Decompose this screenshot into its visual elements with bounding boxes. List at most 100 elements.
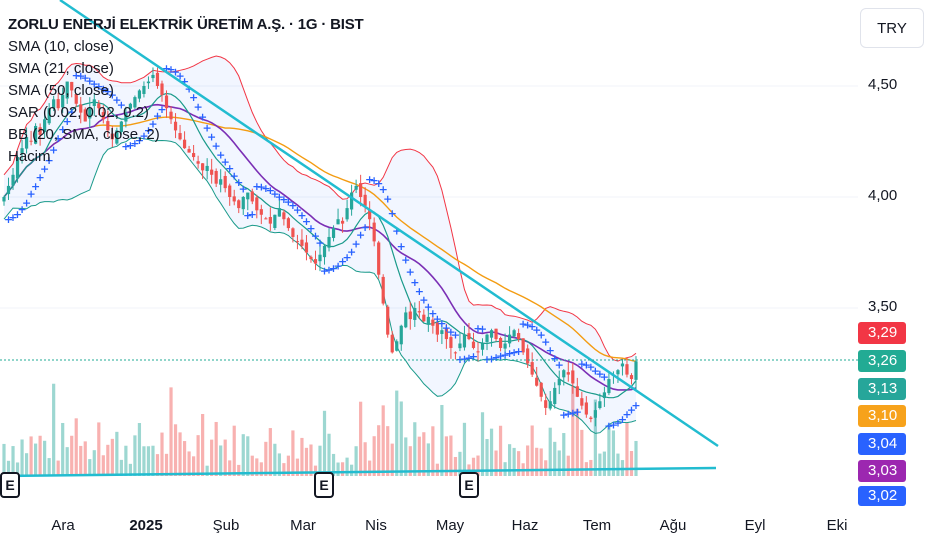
sar-marker: + (239, 182, 248, 195)
candle-body (368, 209, 372, 220)
price-tag-sma50: 3,10 (858, 405, 906, 427)
candle-body (106, 121, 110, 131)
sar-marker: + (17, 203, 26, 216)
volume-bar (2, 443, 6, 476)
legend-bb[interactable]: BB (20, SMA, close, 2) (8, 126, 160, 143)
candle-body (142, 86, 146, 94)
candle-body (350, 192, 354, 210)
candle-body (413, 308, 417, 320)
candle-body (566, 372, 570, 375)
volume-bar (232, 425, 236, 476)
volume-bar (282, 463, 286, 476)
sar-marker: + (428, 307, 437, 320)
legend-sma21[interactable]: SMA (21, close) (8, 60, 114, 77)
price-label-350: 3,50 (868, 298, 898, 315)
candle-body (354, 185, 358, 190)
currency-button[interactable]: TRY (860, 8, 924, 48)
volume-bar (386, 426, 390, 476)
candle-body (562, 370, 566, 378)
sar-marker: + (546, 344, 555, 357)
sar-marker: + (622, 408, 631, 421)
sar-marker: + (500, 348, 509, 361)
candle-body (489, 330, 494, 338)
volume-bar (196, 435, 200, 476)
candle-body (300, 239, 304, 246)
candle-body (381, 276, 385, 304)
candle-body (309, 256, 313, 260)
sar-marker: + (482, 353, 491, 366)
volume-bar (390, 443, 394, 476)
volume-bar (512, 447, 516, 476)
volume-bar (65, 447, 69, 476)
candle-body (584, 402, 588, 415)
candle-body (210, 169, 214, 175)
candle-body (417, 311, 421, 313)
volume-bar (462, 422, 467, 476)
candle-body (480, 343, 485, 350)
candle-body (255, 197, 259, 211)
legend-sma10[interactable]: SMA (10, close) (8, 38, 114, 55)
volume-bar (309, 444, 313, 476)
sar-marker: + (261, 182, 270, 195)
sar-marker: + (609, 419, 618, 432)
candle-body (589, 417, 593, 419)
volume-bar (124, 445, 128, 476)
sar-marker: + (473, 322, 482, 335)
candle-body (331, 228, 336, 238)
candle-body (15, 157, 20, 179)
sar-marker: + (415, 285, 424, 298)
sar-marker: + (108, 89, 117, 102)
time-label-mar: Mar (290, 517, 316, 534)
sar-marker: + (333, 259, 342, 272)
volume-bar (24, 453, 29, 476)
sar-marker: + (315, 236, 324, 249)
sar-marker: + (510, 346, 519, 359)
candle-body (133, 97, 137, 108)
sar-marker: + (324, 264, 333, 277)
sar-marker: + (153, 110, 162, 123)
sar-marker: + (496, 350, 505, 363)
volume-bar (417, 436, 421, 476)
candle-body (97, 103, 101, 109)
sar-marker: + (604, 420, 613, 433)
legend-sma50[interactable]: SMA (50, close) (8, 82, 114, 99)
sar-marker: + (631, 399, 640, 412)
candle-body (29, 140, 33, 142)
volume-bar (404, 437, 408, 476)
time-label-eki: Eki (826, 517, 848, 534)
candle-body (327, 236, 331, 248)
price-tag-sar: 3,04 (858, 433, 906, 455)
volume-bar (223, 439, 227, 476)
sar-marker: + (573, 406, 582, 419)
earnings-badge-1[interactable]: E (0, 472, 20, 498)
candle-body (431, 319, 435, 326)
earnings-badge-2[interactable]: E (314, 472, 334, 498)
volume-bar (539, 448, 543, 476)
candle-body (137, 90, 142, 99)
legend-volume[interactable]: Hacim (8, 148, 51, 165)
sar-marker: + (54, 132, 63, 145)
volume-bar (295, 458, 300, 476)
symbol-title[interactable]: ZORLU ENERJİ ELEKTRİK ÜRETİM A.Ş. · 1G ·… (8, 16, 364, 33)
volume-bar (160, 432, 164, 476)
sar-marker: + (505, 347, 514, 360)
earnings-badge-3[interactable]: E (459, 472, 479, 498)
candle-body (119, 121, 123, 132)
sar-marker: + (311, 229, 320, 242)
sar-marker: + (284, 196, 293, 209)
candle-body (359, 183, 363, 197)
sar-marker: + (270, 187, 279, 200)
volume-bar (313, 465, 318, 476)
candle-body (146, 81, 151, 84)
sar-marker: + (198, 111, 207, 124)
candle-body (476, 351, 480, 353)
candle-body (322, 245, 327, 258)
legend-sar[interactable]: SAR (0.02, 0.02, 0.2) (8, 104, 149, 121)
candle-body (395, 341, 399, 351)
candle-body (52, 99, 56, 109)
volume-bar (431, 426, 435, 476)
candle-body (340, 220, 345, 224)
sar-marker: + (532, 323, 541, 336)
sar-marker: + (410, 276, 419, 289)
